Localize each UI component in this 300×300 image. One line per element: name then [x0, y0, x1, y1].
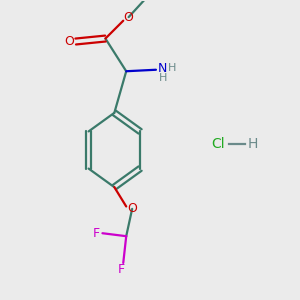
Text: O: O — [124, 11, 134, 24]
Text: H: H — [159, 73, 167, 83]
Text: O: O — [64, 35, 74, 48]
Text: F: F — [118, 263, 125, 276]
Text: H: H — [248, 137, 258, 151]
Text: O: O — [127, 202, 137, 215]
Text: F: F — [93, 227, 100, 240]
Text: H: H — [168, 63, 176, 73]
Text: Cl: Cl — [212, 137, 225, 151]
Text: N: N — [158, 62, 167, 75]
